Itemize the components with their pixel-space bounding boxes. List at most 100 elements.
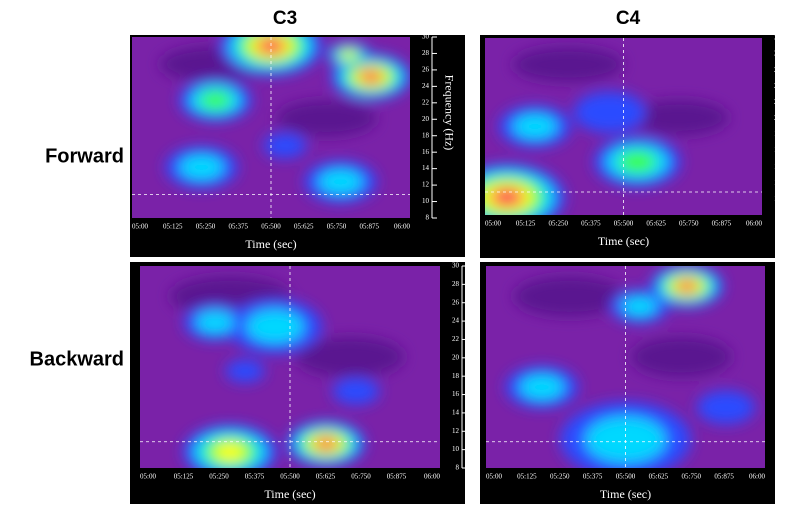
y-tick-label: 22 <box>452 335 460 343</box>
heatmap-blob <box>618 150 657 173</box>
x-tick-label: 05:750 <box>351 473 371 481</box>
x-tick-label: 05:125 <box>163 223 183 231</box>
heatmap-blob <box>513 276 626 317</box>
y-tick-label: 28 <box>777 280 785 288</box>
y-tick-label: 14 <box>422 164 430 172</box>
x-axis-label: Time (sec) <box>600 487 651 501</box>
x-tick-label: 05:875 <box>714 473 734 481</box>
y-tick-label: 12 <box>452 427 460 435</box>
y-tick-label: 26 <box>452 298 460 306</box>
y-tick-label: 10 <box>777 445 785 453</box>
heatmap-blob <box>263 133 307 159</box>
x-tick-label: 05:625 <box>649 473 669 481</box>
y-tick-label: 26 <box>774 66 782 74</box>
y-tick-label: 24 <box>422 82 430 90</box>
heatmap-blob <box>585 416 666 463</box>
x-tick-label: 05:500 <box>614 220 634 228</box>
heatmap <box>132 37 410 218</box>
y-tick-label: 24 <box>774 82 782 90</box>
y-tick-label: 16 <box>452 390 460 398</box>
y-tick-label: 20 <box>422 115 430 123</box>
y-tick-label: 24 <box>452 317 460 325</box>
x-tick-label: 06:00 <box>749 473 765 481</box>
y-tick-label: 10 <box>774 195 782 203</box>
x-tick-label: 06:00 <box>394 223 410 231</box>
x-tick-label: 05:500 <box>261 223 281 231</box>
x-tick-label: 05:00 <box>132 223 148 231</box>
x-tick-label: 05:625 <box>316 473 336 481</box>
y-tick-label: 18 <box>422 131 430 139</box>
x-tick-label: 05:250 <box>209 473 229 481</box>
heatmap-blob <box>490 187 524 207</box>
heatmap-blob <box>246 309 304 344</box>
x-tick-label: 05:875 <box>387 473 407 481</box>
x-tick-label: 05:500 <box>616 473 636 481</box>
y-tick-label: 28 <box>422 49 430 57</box>
y-tick-label: 30 <box>422 33 430 41</box>
heatmap-blob <box>179 154 224 181</box>
heatmap-blobs <box>485 46 729 215</box>
y-tick-label: 20 <box>452 353 460 361</box>
x-tick-label: 05:00 <box>486 473 502 481</box>
heatmap-blob <box>621 296 658 317</box>
y-tick-label: 16 <box>777 390 785 398</box>
heatmap-blob <box>519 374 565 401</box>
heatmap-blob <box>512 113 558 140</box>
heatmap-blob <box>676 280 698 293</box>
y-tick-label: 8 <box>426 214 430 222</box>
panel: 8 10 12 14 16 18 20 22 24 26 28 30 Frequency (Hz) 05:… <box>130 33 465 257</box>
heatmap-blob <box>332 377 380 405</box>
y-tick-label: 30 <box>777 262 785 270</box>
y-tick-label: 12 <box>777 427 785 435</box>
x-axis-label: Time (sec) <box>264 487 315 501</box>
y-tick-label: 16 <box>422 148 430 156</box>
y-tick-label: 10 <box>422 197 430 205</box>
heatmap-blob <box>629 99 729 136</box>
heatmap-blob <box>296 336 404 378</box>
x-tick-label: 05:375 <box>245 473 265 481</box>
heatmap-blob <box>631 336 732 378</box>
y-tick-label: 20 <box>774 114 782 122</box>
x-tick-label: 05:250 <box>550 473 570 481</box>
x-tick-label: 05:125 <box>174 473 194 481</box>
x-tick-label: 05:125 <box>516 220 536 228</box>
x-tick-label: 05:00 <box>485 220 501 228</box>
x-tick-label: 05:375 <box>583 473 603 481</box>
y-tick-label: 26 <box>777 298 785 306</box>
panel: 8 10 12 14 16 18 20 22 24 26 28 30 05:00 05:125 05:250… <box>480 262 792 504</box>
x-axis-label: Time (sec) <box>598 234 649 248</box>
x-tick-label: 05:750 <box>682 473 702 481</box>
y-tick-label: 18 <box>777 372 785 380</box>
y-tick-label: 26 <box>422 66 430 74</box>
x-tick-label: 05:00 <box>140 473 156 481</box>
y-tick-label: 22 <box>777 335 785 343</box>
x-tick-label: 06:00 <box>424 473 440 481</box>
x-tick-label: 05:750 <box>679 220 699 228</box>
heatmap-blob <box>225 359 265 383</box>
heatmap-blob <box>276 100 377 137</box>
heatmap-blobs <box>159 37 410 203</box>
y-tick-label: 10 <box>452 445 460 453</box>
x-tick-label: 05:625 <box>294 223 314 231</box>
x-axis-label: Time (sec) <box>245 237 296 251</box>
heatmap <box>485 38 762 215</box>
y-tick-label: 30 <box>452 262 460 270</box>
column-title: C4 <box>616 8 641 29</box>
y-tick-label: 28 <box>452 280 460 288</box>
x-tick-label: 05:625 <box>646 220 666 228</box>
heatmap-blobs <box>170 276 404 468</box>
heatmap-blob <box>573 91 646 134</box>
x-tick-label: 05:500 <box>280 473 300 481</box>
row-label: Forward <box>45 145 124 167</box>
y-tick-label: 24 <box>777 317 785 325</box>
x-tick-label: 05:750 <box>327 223 347 231</box>
heatmap-blob <box>318 168 363 195</box>
x-tick-label: 05:250 <box>196 223 216 231</box>
heatmap-blob <box>314 437 338 451</box>
x-tick-label: 05:875 <box>712 220 732 228</box>
y-tick-label: 20 <box>777 353 785 361</box>
y-tick-label: 12 <box>774 178 782 186</box>
x-tick-label: 05:375 <box>581 220 601 228</box>
heatmap-blob <box>359 70 383 84</box>
y-axis-label: Frequency (Hz) <box>442 75 456 151</box>
